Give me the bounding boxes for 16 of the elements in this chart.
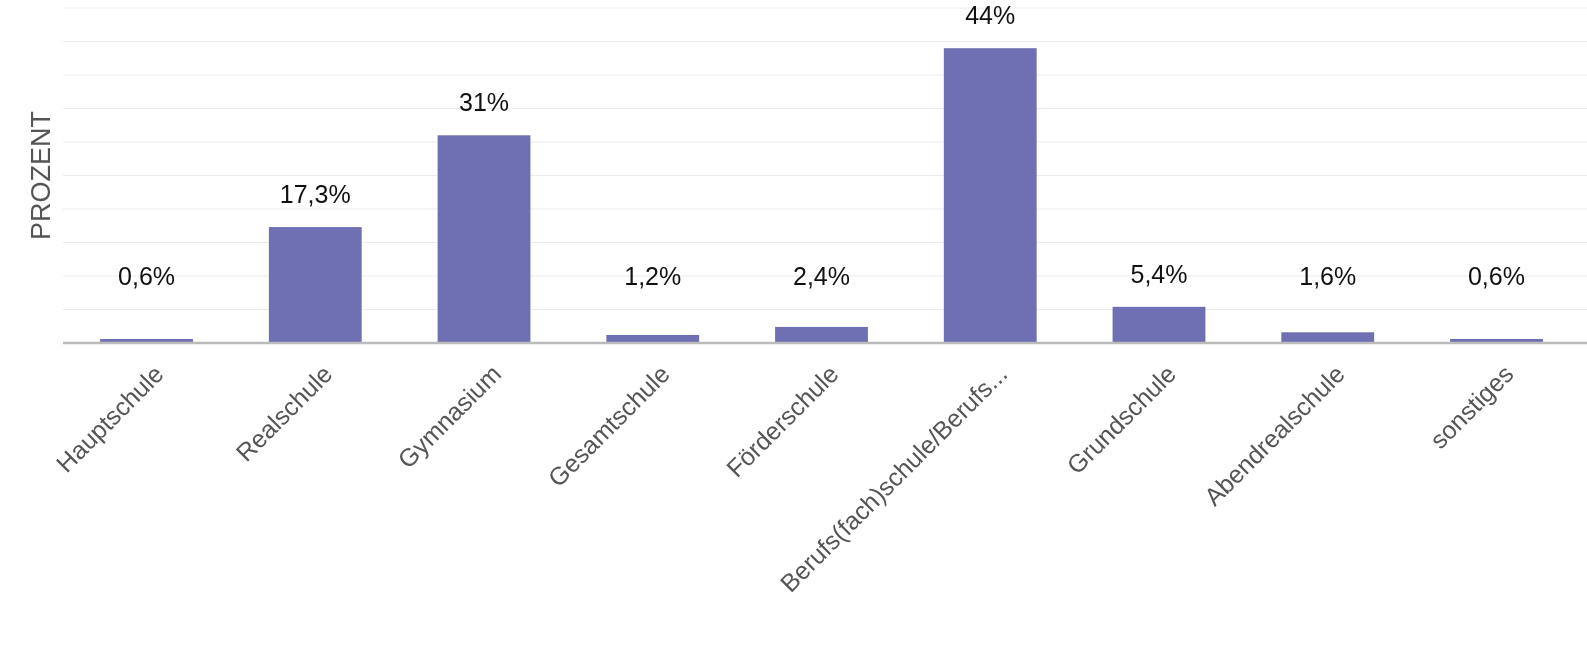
data-label: 5,4%: [1130, 259, 1188, 288]
data-label: 0,6%: [118, 262, 176, 290]
bar: [437, 135, 531, 343]
data-label: 17,3%: [279, 180, 351, 209]
bar: [1281, 332, 1375, 343]
data-label: 31%: [458, 88, 510, 117]
bar: [943, 48, 1037, 343]
bar: [268, 227, 362, 343]
bar: [1112, 306, 1206, 343]
bar: [775, 326, 868, 343]
data-label: 1,6%: [1299, 262, 1357, 290]
data-label: 0,6%: [1467, 262, 1525, 290]
data-label: 2,4%: [793, 262, 850, 290]
y-axis-title: PROZENT: [26, 110, 56, 241]
data-label: 1,2%: [624, 262, 682, 290]
data-label: 44%: [965, 1, 1016, 30]
